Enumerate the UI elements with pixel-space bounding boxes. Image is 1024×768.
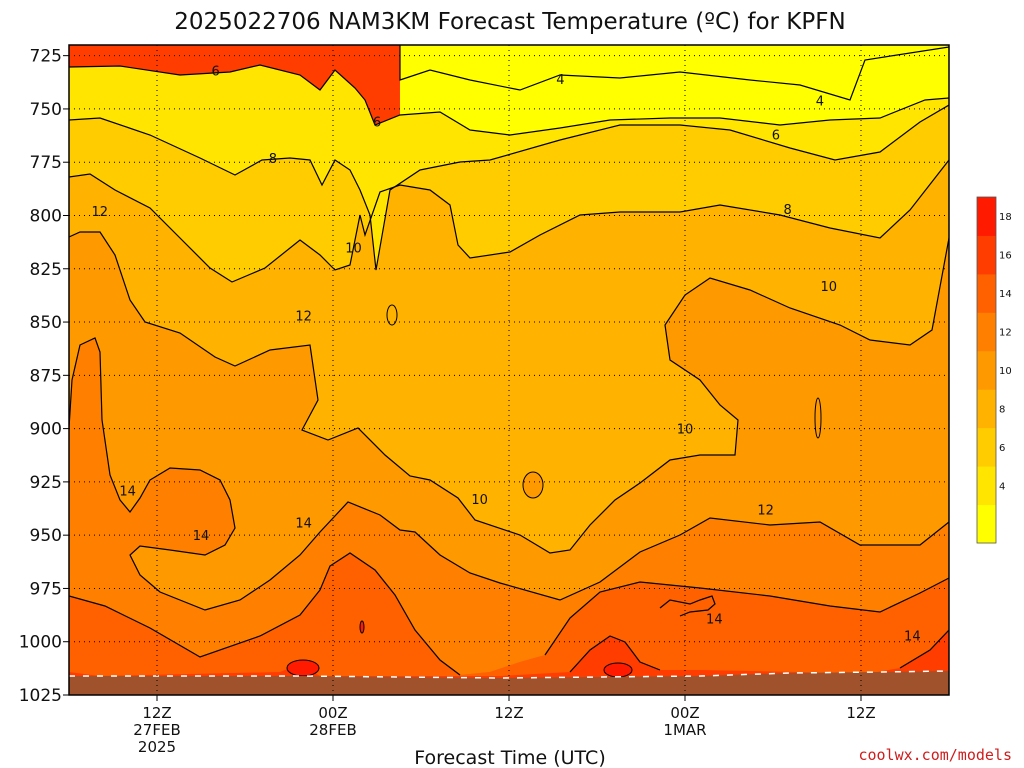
colorbar-segment	[977, 427, 996, 467]
contour-label: 10	[820, 280, 837, 295]
colorbar-segment	[977, 235, 996, 275]
contour-label: 12	[92, 205, 109, 220]
x-axis-label: Forecast Time (UTC)	[414, 747, 605, 768]
contour-label: 10	[345, 241, 362, 256]
contour-label: 6	[212, 65, 220, 80]
contour-label: 12	[757, 504, 774, 519]
contour-label: 14	[904, 629, 921, 644]
y-tick-label: 900	[30, 420, 62, 440]
x-tick-label: 00Z	[670, 704, 699, 722]
terrain	[69, 671, 949, 695]
x-tick-label: 12Z	[846, 704, 875, 722]
colorbar-frame	[976, 196, 997, 544]
y-tick-label: 975	[30, 579, 62, 599]
grid-lines	[69, 45, 949, 695]
colorbar-tick-label: 18	[999, 212, 1012, 223]
colorbar-tick-label: 8	[999, 404, 1005, 415]
contour-label: 8	[269, 152, 277, 167]
warm-cell	[522, 471, 544, 499]
contour-label: 6	[373, 116, 381, 131]
plot-area	[69, 45, 949, 695]
contour-label: 14	[706, 612, 723, 627]
warm-cell	[286, 659, 320, 677]
y-tick-label: 1025	[19, 686, 62, 706]
y-tick-label: 850	[30, 313, 62, 333]
contour-labels: 4 4 6 6 6 8 8 10 10 10 10 12 12 12 14 14 14 14 14	[92, 65, 921, 645]
contour-label: 4	[816, 94, 824, 109]
colorbar-segment	[977, 389, 996, 429]
band-14-16	[69, 553, 949, 676]
y-tick-label: 825	[30, 260, 62, 280]
colorbar-segment	[977, 312, 996, 352]
x-tick-label: 28FEB	[309, 721, 356, 739]
y-tick-label: 925	[30, 473, 62, 493]
contour-label: 12	[295, 310, 312, 325]
contour-label: 6	[772, 129, 780, 144]
colorbar-segment	[977, 350, 996, 390]
colorbar-segment	[977, 273, 996, 313]
contour-lines	[69, 45, 949, 676]
terrain-edge	[69, 670, 950, 679]
x-tick-label: 1MAR	[663, 721, 706, 739]
x-tick-label: 27FEB	[133, 721, 180, 739]
colorbar-segment	[977, 466, 996, 506]
contour-label: 14	[119, 484, 136, 499]
contour-label: 8	[784, 203, 792, 218]
y-tick-label: 725	[30, 47, 62, 67]
band-10-12	[69, 232, 949, 610]
band-2-4	[400, 45, 949, 135]
contour-label: 10	[471, 493, 488, 508]
y-tick-label: 800	[30, 206, 62, 226]
contour-label: 10	[677, 423, 694, 438]
band-4-6	[69, 65, 949, 270]
x-tick-label: 00Z	[318, 704, 347, 722]
y-axis: 725 750 775 800 825 850 875 900 925 950 975 1000 102…	[19, 47, 69, 706]
contour-label: 14	[193, 529, 210, 544]
colorbar-tick-label: 6	[999, 443, 1005, 454]
warm-cell	[386, 304, 398, 326]
y-tick-label: 1000	[19, 633, 62, 653]
x-tick-label: 12Z	[494, 704, 523, 722]
colorbar-segment	[977, 197, 996, 236]
colorbar-tick-label: 4	[999, 481, 1005, 492]
colorbar-tick-label: 12	[999, 328, 1012, 339]
contour-label: 14	[295, 516, 312, 531]
band-6-8	[69, 105, 949, 282]
credit-link[interactable]: coolwx.com/models	[858, 746, 1012, 764]
colorbar-tick-label: 10	[999, 366, 1012, 377]
contour-label: 4	[556, 73, 564, 88]
y-tick-label: 950	[30, 526, 62, 546]
colorbar-tick-label: 16	[999, 251, 1012, 262]
y-tick-label: 750	[30, 100, 62, 120]
warm-cell	[603, 662, 633, 678]
warm-cell	[359, 620, 365, 634]
colorbar-segment	[977, 504, 996, 544]
x-tick-label: 2025	[138, 738, 176, 756]
x-tick-label: 12Z	[142, 704, 171, 722]
warm-cell	[814, 397, 822, 439]
colorbar: 4 6 8 10 12 14 16 18	[976, 196, 1012, 544]
y-tick-label: 775	[30, 153, 62, 173]
colorbar-tick-label: 14	[999, 289, 1012, 300]
chart-title: 2025022706 NAM3KM Forecast Temperature (…	[174, 9, 845, 35]
y-tick-label: 875	[30, 366, 62, 386]
